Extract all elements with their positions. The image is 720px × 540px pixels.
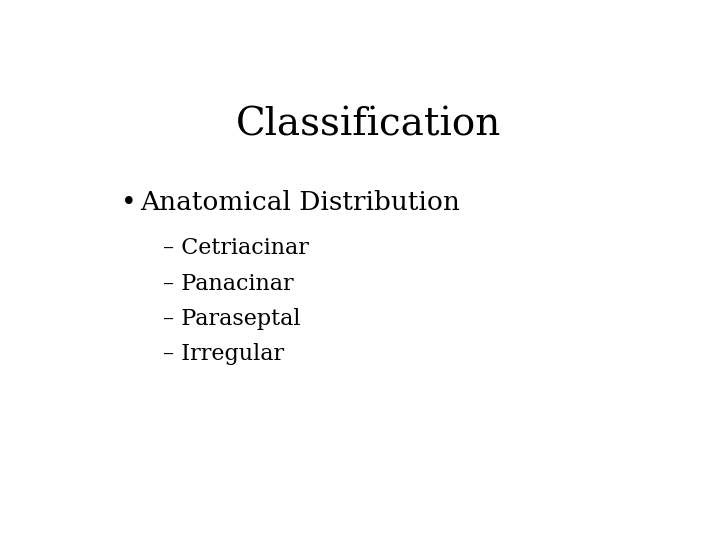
Text: Classification: Classification	[236, 106, 502, 144]
Text: Anatomical Distribution: Anatomical Distribution	[140, 190, 460, 214]
Text: – Cetriacinar: – Cetriacinar	[163, 238, 308, 259]
Text: •: •	[121, 190, 136, 214]
Text: – Irregular: – Irregular	[163, 343, 284, 366]
Text: – Panacinar: – Panacinar	[163, 273, 293, 295]
Text: – Paraseptal: – Paraseptal	[163, 308, 300, 330]
